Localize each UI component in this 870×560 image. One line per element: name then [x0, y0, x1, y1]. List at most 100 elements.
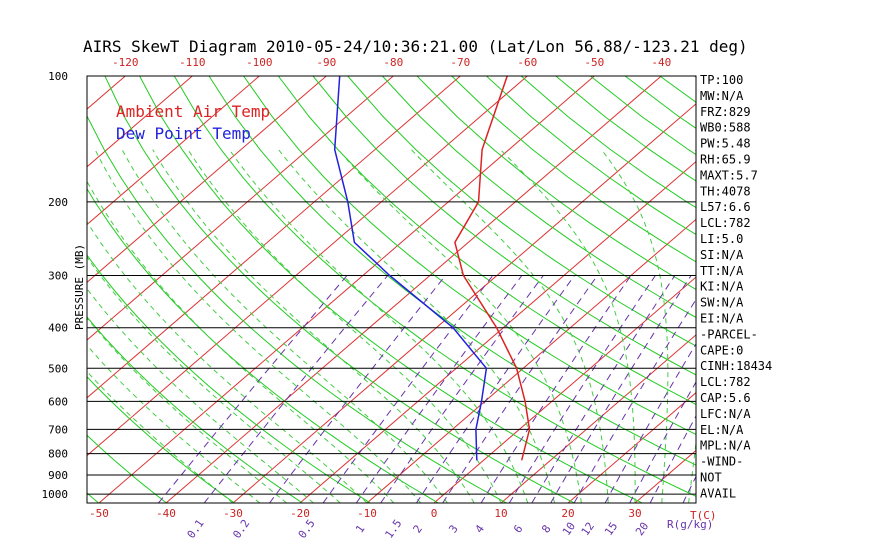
- mixing-ratio-line: [415, 275, 575, 503]
- index-item: LCL:782: [700, 375, 751, 389]
- bottom-tick-label: 30: [628, 507, 641, 520]
- pressure-tick-label: 300: [48, 270, 68, 283]
- moist-adiabat-line: [500, 149, 636, 503]
- bottom-tick-label: 10: [494, 507, 507, 520]
- index-item: TP:100: [700, 73, 743, 87]
- bottom-tick-label: 0: [431, 507, 438, 520]
- top-tick-label: -110: [179, 56, 206, 69]
- index-item: LI:5.0: [700, 232, 743, 246]
- mixing-ratio-line: [531, 275, 676, 503]
- legend-item-air-temp: Ambient Air Temp: [116, 102, 270, 121]
- index-item: WB0:588: [700, 121, 751, 135]
- index-item: NOT: [700, 471, 722, 485]
- mixing-ratio-line: [629, 381, 696, 503]
- dry-adiabat-line: [208, 76, 696, 466]
- mixing-ratio-tick-label: 12: [579, 520, 597, 538]
- isotherm-line: [836, 76, 870, 503]
- isotherm-line: [87, 76, 260, 226]
- dry-adiabat-line: [104, 76, 575, 503]
- dry-adiabat-line: [87, 434, 167, 503]
- dry-adiabat-line: [277, 76, 696, 405]
- mixing-ratio-line: [380, 275, 544, 503]
- isotherm-line: [87, 76, 394, 341]
- isotherm-line: [87, 76, 327, 283]
- isotherm-line: [87, 76, 461, 399]
- index-item: AVAIL: [700, 486, 736, 500]
- bottom-tick-label: -30: [223, 507, 243, 520]
- isotherm-line: [634, 449, 696, 503]
- mixing-ratio-line: [203, 275, 389, 503]
- mixing-ratio-unit-label: R(g/kg): [667, 518, 713, 531]
- isotherm-line: [567, 391, 696, 503]
- moist-adiabat-line: [87, 344, 261, 503]
- bottom-tick-label: -40: [156, 507, 176, 520]
- top-tick-label: -90: [316, 56, 336, 69]
- dry-adiabat-line: [764, 76, 870, 503]
- pressure-axis: 100 200 300 400 500 600 700 800 900 1000: [42, 70, 69, 501]
- bottom-tick-label: -50: [89, 507, 109, 520]
- dry-adiabat-line: [0, 76, 31, 503]
- index-item: PW:5.48: [700, 137, 751, 151]
- isotherm-line: [87, 76, 193, 168]
- moist-adiabat-line: [278, 149, 556, 503]
- mixing-ratio-line: [355, 275, 523, 503]
- index-item: KI:N/A: [700, 280, 744, 294]
- isotherm-line: [299, 160, 696, 503]
- dry-adiabat-line: [87, 114, 507, 503]
- mixing-ratio-tick-label: 8: [539, 523, 553, 536]
- isotherm-line: [98, 76, 595, 503]
- mixing-ratio-axis: 0.1 0.2 0.5 1 1.5 2 3 4 6 8 10 12 15 20: [185, 517, 652, 541]
- isotherm-line: [769, 76, 870, 503]
- dry-adiabat-line: [799, 76, 870, 503]
- dry-adiabat-line: [312, 76, 696, 376]
- index-item: CINH:18434: [700, 359, 772, 373]
- moist-adiabat-line: [87, 220, 368, 503]
- moist-adiabat-line: [228, 149, 529, 503]
- dry-adiabat-line: [87, 376, 235, 503]
- top-tick-label: -100: [246, 56, 273, 69]
- top-tick-label: -60: [517, 56, 537, 69]
- top-tick-label: -120: [112, 56, 139, 69]
- mixing-ratio-tick-label: 4: [473, 522, 488, 535]
- index-item: EI:N/A: [700, 312, 744, 326]
- index-item: SI:N/A: [700, 248, 744, 262]
- pressure-tick-label: 700: [48, 423, 68, 436]
- mixing-ratio-tick-label: 0.1: [185, 517, 207, 541]
- dry-adiabat-line: [243, 76, 696, 435]
- index-item: CAPE:0: [700, 343, 743, 357]
- mixing-ratio-tick-label: 6: [511, 523, 525, 536]
- dry-adiabat-line: [416, 76, 696, 290]
- mixing-ratio-line: [480, 275, 632, 503]
- moist-adiabat-line: [94, 149, 421, 503]
- bottom-axis: -50 -40 -30 -20 -10 0 10 20 30: [89, 507, 642, 520]
- bottom-tick-label: -10: [357, 507, 377, 520]
- index-item: CAP:5.6: [700, 391, 751, 405]
- index-item: MW:N/A: [700, 89, 744, 103]
- moist-adiabat-line: [121, 149, 448, 503]
- index-item: TT:N/A: [700, 264, 744, 278]
- isotherm-line: [500, 334, 696, 503]
- mixing-ratio-tick-label: 0.2: [230, 517, 252, 541]
- isotherm-line: [0, 76, 58, 503]
- index-item: SW:N/A: [700, 296, 744, 310]
- index-item: LFC:N/A: [700, 407, 751, 421]
- moist-adiabat-line: [410, 149, 609, 503]
- dry-adiabat-line: [833, 76, 870, 503]
- pressure-tick-label: 200: [48, 196, 68, 209]
- mixing-ratio-line: [649, 415, 696, 503]
- dry-adiabat-line: [451, 76, 696, 263]
- top-tick-label: -40: [651, 56, 671, 69]
- dry-adiabat-line: [347, 76, 696, 347]
- pressure-tick-label: 100: [48, 70, 68, 83]
- pressure-tick-label: 500: [48, 362, 68, 375]
- mixing-ratio-tick-label: 1.5: [382, 517, 404, 541]
- top-tick-label: -70: [450, 56, 470, 69]
- mixing-ratio-line: [508, 275, 656, 503]
- top-tick-label: -50: [584, 56, 604, 69]
- dry-adiabat-line: [659, 76, 696, 103]
- bottom-tick-label: -20: [290, 507, 310, 520]
- mixing-ratio-line: [442, 275, 598, 503]
- moist-adiabat-line: [87, 180, 395, 503]
- index-item: TH:4078: [700, 184, 751, 198]
